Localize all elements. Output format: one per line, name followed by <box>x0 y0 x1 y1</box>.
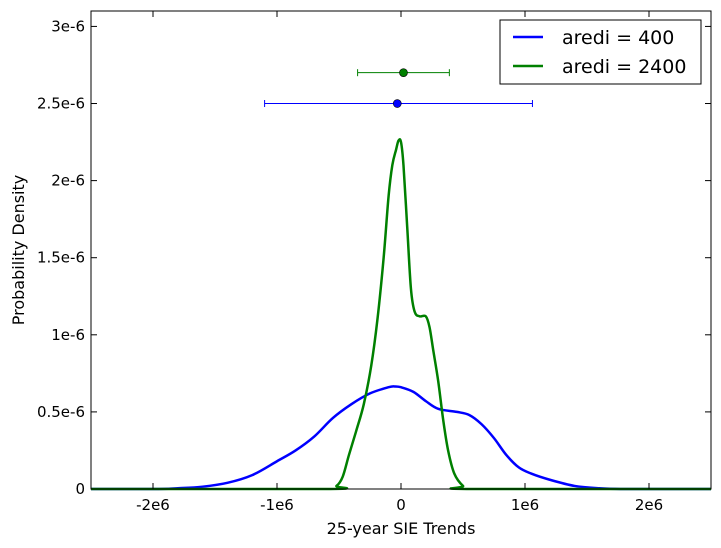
x-tick-label: 1e6 <box>511 496 539 514</box>
y-tick-label: 1.5e-6 <box>37 249 85 267</box>
series-line-aredi-400 <box>91 385 711 491</box>
y-tick-label: 2.5e-6 <box>37 95 85 113</box>
y-tick-label: 3e-6 <box>51 17 85 35</box>
y-tick-label: 1e-6 <box>51 326 85 344</box>
legend-label-aredi-2400: aredi = 2400 <box>562 56 686 78</box>
y-tick-label: 0.5e-6 <box>37 403 85 421</box>
series-layer <box>91 138 711 491</box>
x-axis: -2e6 -1e6 0 1e6 2e6 <box>136 11 663 514</box>
series-line-aredi-2400 <box>91 138 711 491</box>
errorbar-layer <box>264 68 533 108</box>
y-tick-label: 2e-6 <box>51 172 85 190</box>
errorbar-point-aredi-2400 <box>399 68 408 77</box>
x-tick-label: -2e6 <box>136 496 170 514</box>
x-tick-label: -1e6 <box>260 496 294 514</box>
y-axis: 0 0.5e-6 1e-6 1.5e-6 2e-6 2.5e-6 3e-6 <box>37 17 711 498</box>
legend-label-aredi-400: aredi = 400 <box>562 27 674 49</box>
errorbar-point-aredi-400 <box>392 99 402 108</box>
x-tick-label: 2e6 <box>635 496 663 514</box>
y-tick-label: 0 <box>75 480 85 498</box>
x-tick-label: 0 <box>396 496 406 514</box>
legend-box <box>499 19 702 85</box>
y-axis-label: Probability Density <box>9 175 28 326</box>
legend: aredi = 400 aredi = 2400 <box>499 19 702 85</box>
x-axis-label: 25-year SIE Trends <box>327 519 476 538</box>
